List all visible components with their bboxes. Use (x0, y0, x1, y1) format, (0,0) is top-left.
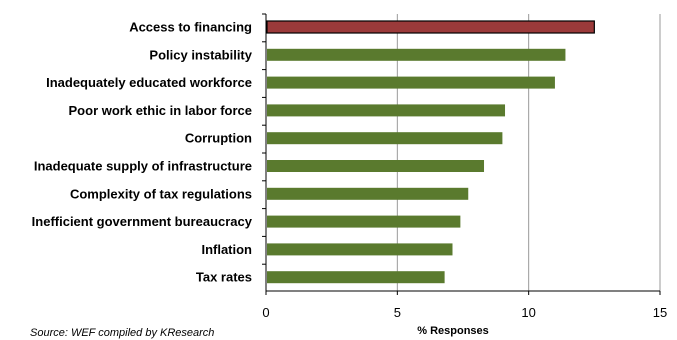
x-tick-labels: 0 5 10 15 (262, 305, 667, 320)
category-label: Corruption (185, 131, 252, 146)
bar-inadequately-educated-workforce (267, 76, 555, 89)
category-label: Tax rates (196, 270, 252, 285)
bar-corruption (267, 132, 503, 145)
bar-tax-rates (267, 271, 445, 284)
category-labels: Access to financing Policy instability Ina… (32, 20, 253, 285)
category-label: Inadequately educated workforce (46, 75, 252, 90)
x-tick-label: 15 (653, 305, 667, 320)
bar-inflation (267, 243, 453, 256)
axes (262, 13, 661, 295)
x-tick-label: 5 (394, 305, 401, 320)
category-label: Inadequate supply of infrastructure (34, 159, 252, 174)
bar-access-to-financing (266, 20, 595, 34)
x-tick-label: 10 (521, 305, 535, 320)
bar-policy-instability (267, 48, 566, 61)
bar-poor-work-ethic-in-labor-force (267, 104, 506, 117)
category-label: Complexity of tax regulations (70, 186, 252, 201)
bar-complexity-of-tax-regulations (267, 187, 469, 200)
category-label: Poor work ethic in labor force (69, 103, 252, 118)
bar-inefficient-government-bureaucracy (267, 215, 461, 228)
category-label: Inflation (201, 242, 252, 257)
category-label: Access to financing (129, 20, 252, 35)
x-axis-title: % Responses (417, 325, 489, 337)
bar-inadequate-supply-of-infrastructure (267, 160, 485, 172)
category-label: Inefficient government bureaucracy (32, 214, 253, 229)
x-tick-label: 0 (262, 305, 269, 320)
category-label: Policy instability (149, 47, 252, 62)
source-note: Source: WEF compiled by KResearch (30, 327, 215, 339)
bars (266, 20, 595, 284)
